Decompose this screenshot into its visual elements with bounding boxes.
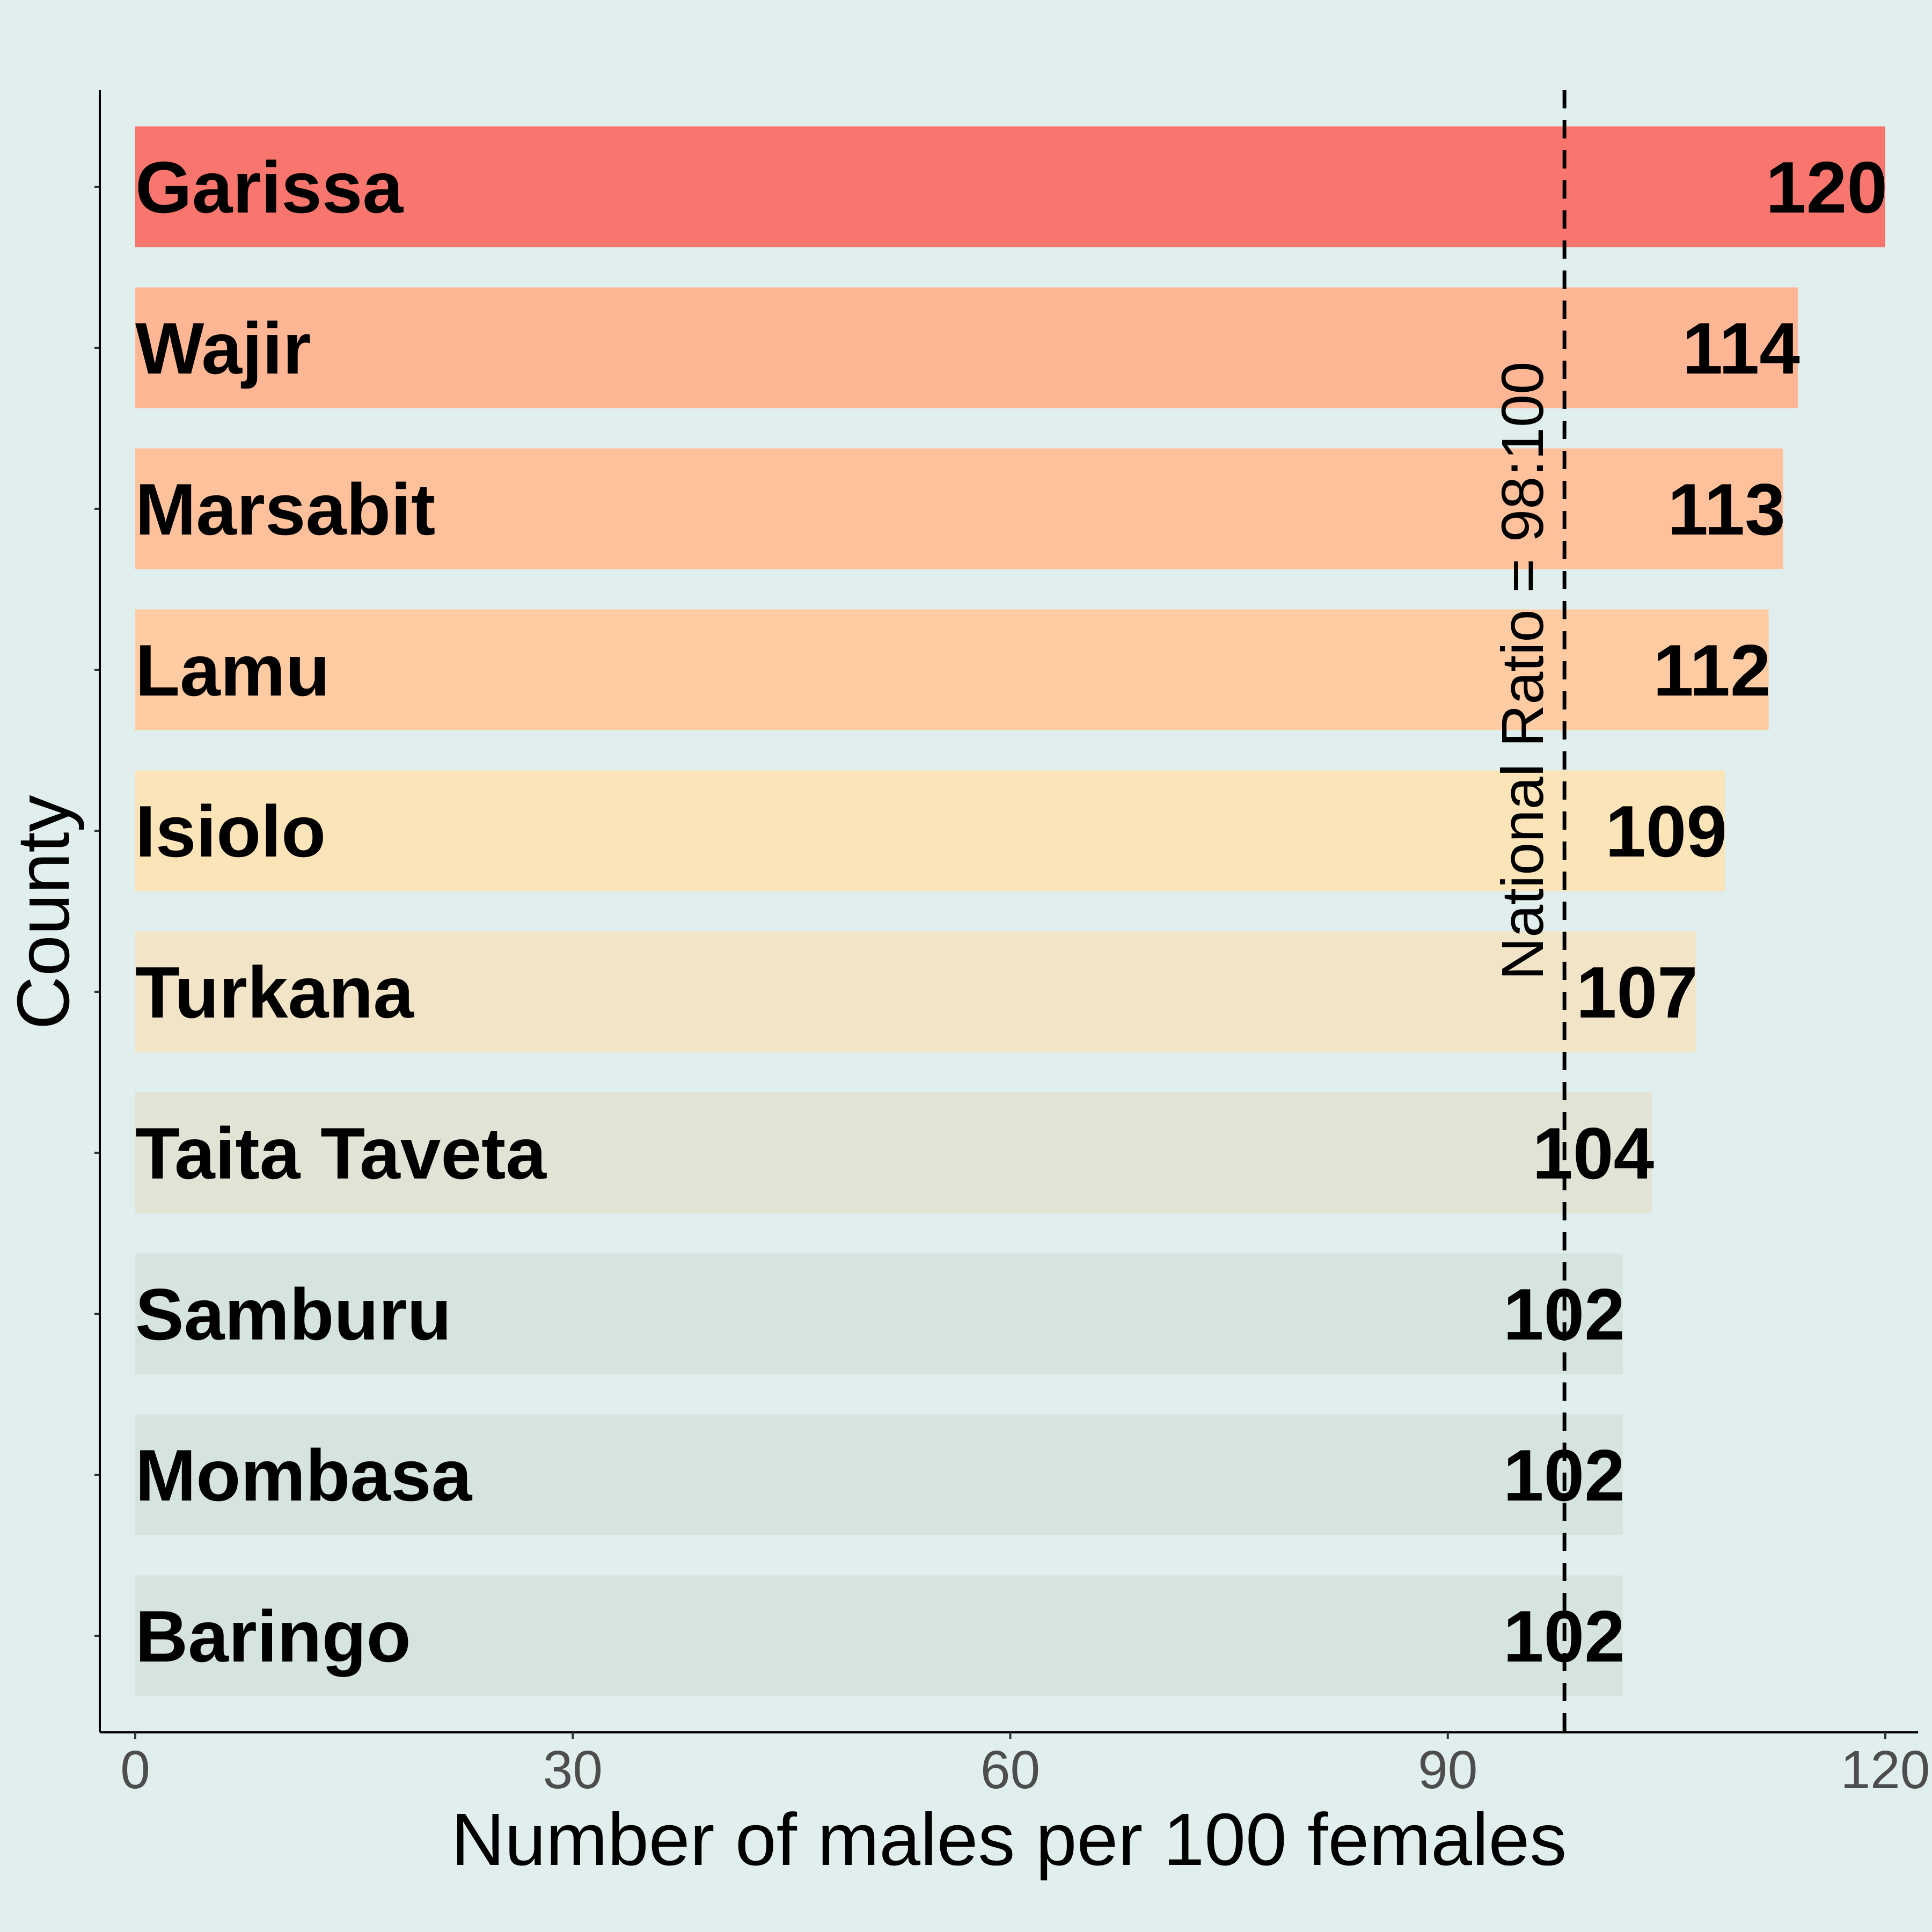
bar-value-label: 102 [1503, 1596, 1625, 1677]
bar-category-label: Lamu [135, 630, 330, 711]
bar-wajir [135, 287, 1798, 408]
national-ratio-label: National Ratio = 98:100 [1490, 362, 1556, 980]
bar-category-label: Samburu [135, 1274, 451, 1355]
bar-value-label: 107 [1576, 952, 1698, 1033]
bar-garissa [135, 126, 1885, 247]
bar-value-label: 120 [1766, 147, 1887, 228]
bar-marsabit [135, 448, 1783, 569]
bar-value-label: 104 [1532, 1113, 1654, 1194]
x-tick-label: 120 [1841, 1740, 1930, 1800]
x-axis-title: Number of males per 100 females [451, 1798, 1567, 1881]
bar-lamu [135, 609, 1769, 730]
bar-category-label: Taita Taveta [135, 1113, 547, 1194]
bar-value-label: 102 [1503, 1435, 1625, 1516]
bar-category-label: Garissa [135, 147, 404, 228]
x-tick-label: 90 [1418, 1740, 1477, 1800]
bar-value-label: 112 [1653, 630, 1770, 711]
bar-taita-taveta [135, 1092, 1652, 1213]
bars-layer [135, 126, 1885, 1696]
axis-layer: 0 30 60 90 120 [94, 90, 1930, 1800]
bar-category-label: Baringo [135, 1596, 411, 1677]
bar-value-label: 109 [1605, 791, 1727, 872]
y-axis-title: County [2, 795, 85, 1029]
bar-value-label: 114 [1682, 308, 1800, 389]
bar-category-label: Marsabit [135, 469, 435, 550]
x-tick-label: 0 [120, 1740, 150, 1800]
bar-mombasa [135, 1414, 1623, 1535]
x-tick-label: 60 [980, 1740, 1040, 1800]
bar-value-label: 102 [1503, 1274, 1625, 1355]
x-tick-label: 30 [543, 1740, 603, 1800]
bar-baringo [135, 1575, 1623, 1696]
bar-turkana [135, 931, 1696, 1052]
bar-category-label: Wajir [135, 308, 311, 389]
bar-value-label: 113 [1667, 469, 1785, 550]
bar-category-label: Mombasa [135, 1435, 473, 1516]
labels-layer: Garissa 120 Wajir 114 Marsabit 113 Lamu 112 Isio… [135, 147, 1887, 1677]
bar-category-label: Isiolo [135, 791, 326, 872]
bar-isiolo [135, 770, 1725, 891]
bar-samburu [135, 1253, 1623, 1374]
bar-category-label: Turkana [135, 952, 414, 1033]
reference-line-layer: National Ratio = 98:100 [1490, 90, 1567, 1732]
